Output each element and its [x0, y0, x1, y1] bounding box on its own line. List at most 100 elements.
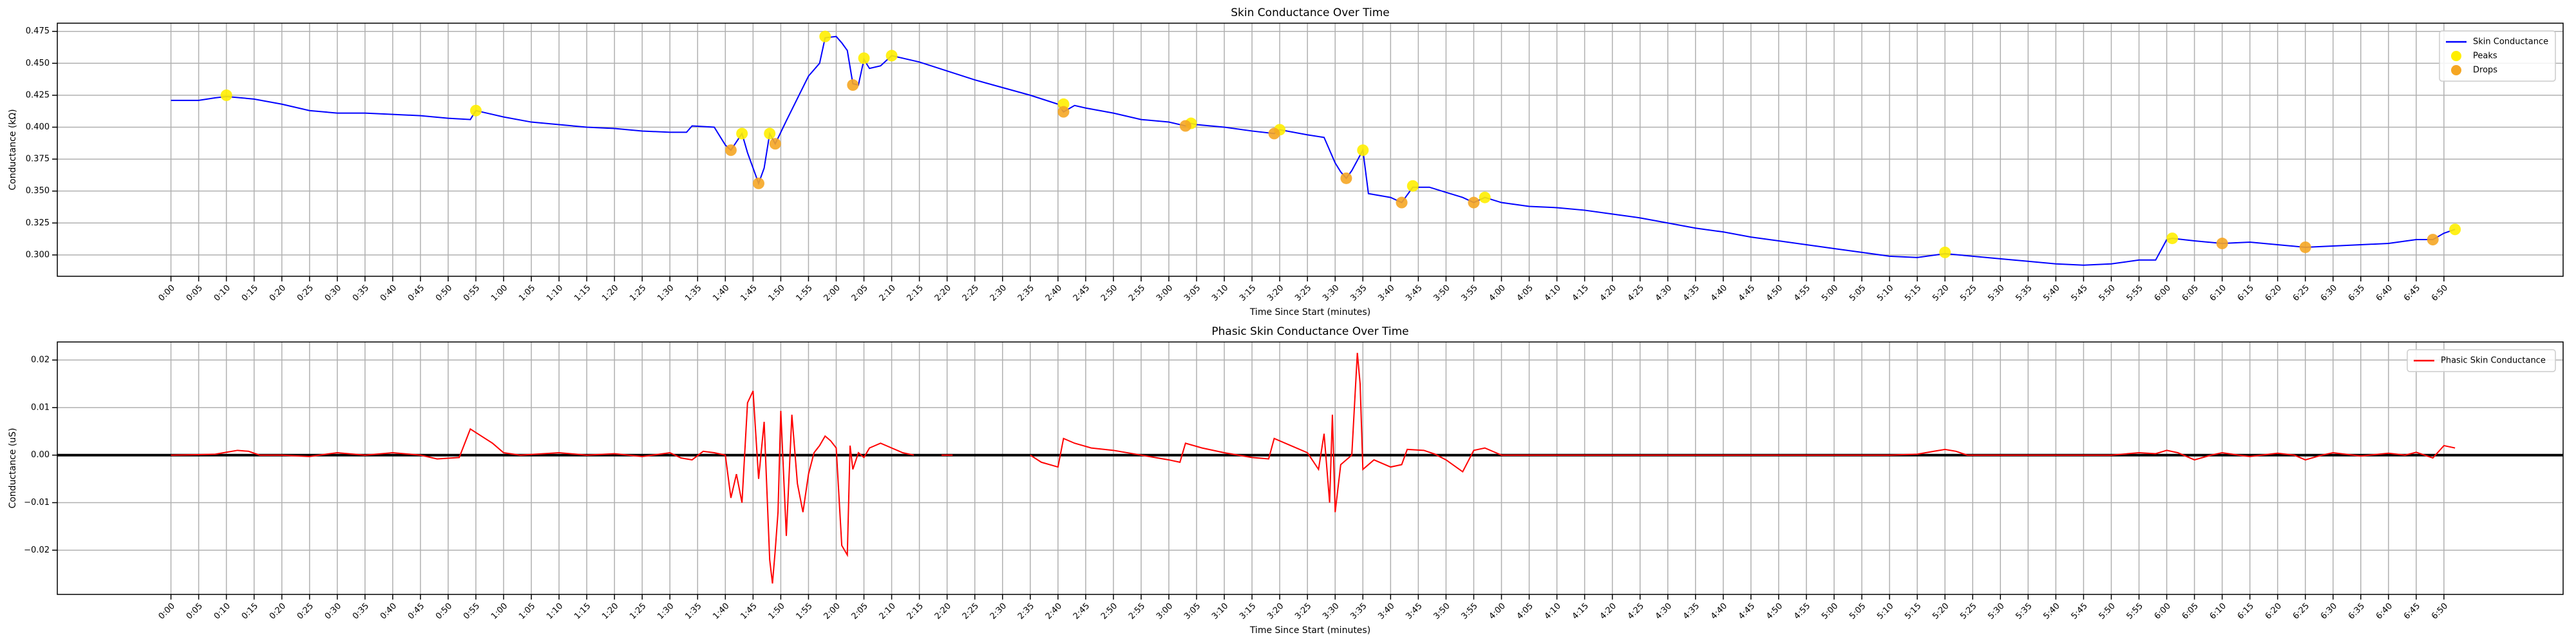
x-tick-label: 5:55: [2125, 283, 2145, 303]
x-tick-label: 6:10: [2208, 601, 2228, 621]
x-tick-label: 5:25: [1958, 283, 1978, 303]
x-tick-label: 6:35: [2347, 601, 2367, 621]
x-tick-label: 0:45: [406, 601, 426, 621]
x-tick-label: 5:00: [1820, 283, 1840, 303]
x-tick-label: 3:25: [1293, 283, 1313, 303]
y-tick-label: 0.00: [31, 450, 50, 460]
x-tick-label: 1:55: [794, 283, 814, 303]
x-tick-label: 0:05: [185, 601, 205, 621]
x-tick-label: 3:50: [1432, 283, 1452, 303]
legend-marker: [2451, 51, 2461, 61]
x-tick-label: 3:05: [1182, 601, 1202, 621]
x-tick-label: 1:20: [600, 601, 620, 621]
x-tick-label: 5:20: [1931, 601, 1951, 621]
x-tick-label: 1:10: [545, 283, 565, 303]
x-tick-label: 2:15: [905, 601, 925, 621]
x-tick-label: 6:15: [2236, 601, 2256, 621]
x-tick-label: 4:25: [1626, 283, 1646, 303]
x-tick-label: 5:30: [1986, 283, 2006, 303]
x-tick-label: 5:15: [1903, 601, 1923, 621]
x-tick-label: 1:35: [683, 601, 703, 621]
x-tick-label: 0:15: [240, 601, 260, 621]
x-tick-label: 4:45: [1737, 283, 1757, 303]
x-tick-label: 5:45: [2069, 283, 2089, 303]
x-tick-label: 6:15: [2236, 283, 2256, 303]
x-tick-label: 1:00: [489, 283, 509, 303]
plot: 0:00 0:05 0:10 0:15 0:20 0:25 0:30 0:35 0:40 0:45…: [8, 6, 2564, 317]
x-tick-label: 2:35: [1016, 601, 1036, 621]
x-tick-label: 5:10: [1875, 283, 1895, 303]
x-tick-label: 3:00: [1155, 601, 1175, 621]
x-tick-label: 2:25: [961, 283, 981, 303]
x-tick-label: 0:10: [213, 283, 232, 303]
data-point: [2427, 234, 2439, 246]
x-tick-label: 6:30: [2319, 601, 2339, 621]
x-tick-label: 0:20: [268, 283, 288, 303]
legend-label: Peaks: [2473, 52, 2497, 61]
plot: 0:00 0:05 0:10 0:15 0:20 0:25 0:30 0:35 0:40 0:45…: [8, 325, 2564, 636]
data-point: [469, 104, 482, 117]
x-tick-label: 3:15: [1238, 601, 1258, 621]
y-tick-label: 0.325: [26, 218, 50, 228]
data-point: [769, 138, 781, 150]
x-tick-label: 5:15: [1903, 283, 1923, 303]
x-tick-label: 0:25: [296, 283, 316, 303]
legend-box: [2407, 349, 2556, 372]
data-point: [2449, 223, 2461, 236]
x-tick-label: 6:25: [2291, 601, 2311, 621]
x-tick-label: 5:10: [1875, 601, 1895, 621]
data-point: [1357, 144, 1369, 156]
x-tick-label: 4:05: [1515, 601, 1535, 621]
x-tick-label: 3:50: [1432, 601, 1452, 621]
x-axis-label: Time Since Start (minutes): [1249, 307, 1370, 317]
x-tick-label: 3:30: [1321, 283, 1341, 303]
legend: Phasic Skin Conductance: [2407, 349, 2556, 372]
x-tick-label: 4:15: [1571, 601, 1591, 621]
x-tick-label: 2:05: [850, 283, 870, 303]
x-tick-label: 5:05: [1848, 283, 1868, 303]
data-point: [1179, 120, 1191, 132]
legend-label: Phasic Skin Conductance: [2441, 356, 2546, 366]
x-tick-label: 3:35: [1349, 601, 1368, 621]
x-tick-label: 2:50: [1099, 601, 1119, 621]
x-tick-label: 1:05: [517, 601, 537, 621]
x-tick-label: 1:15: [573, 601, 592, 621]
x-tick-label: 3:00: [1155, 283, 1175, 303]
data-point: [1268, 128, 1280, 140]
data-point: [858, 52, 870, 64]
plot-frame: [57, 23, 2564, 277]
x-tick-label: 4:10: [1543, 283, 1563, 303]
x-tick-label: 3:05: [1182, 283, 1202, 303]
x-tick-label: 1:45: [739, 283, 759, 303]
x-tick-label: 6:25: [2291, 283, 2311, 303]
x-tick-label: 5:45: [2069, 601, 2089, 621]
x-tick-label: 4:00: [1488, 601, 1508, 621]
x-tick-label: 5:55: [2125, 601, 2145, 621]
plot-area: [57, 23, 2563, 276]
x-tick-label: 3:30: [1321, 601, 1341, 621]
x-tick-label: 0:00: [157, 601, 177, 621]
x-tick-label: 4:35: [1681, 601, 1701, 621]
x-tick-label: 1:00: [489, 601, 509, 621]
x-tick-label: 5:00: [1820, 601, 1840, 621]
x-tick-label: 2:50: [1099, 283, 1119, 303]
data-point: [752, 177, 764, 189]
x-tick-label: 4:55: [1792, 601, 1812, 621]
y-tick-label: 0.400: [26, 122, 50, 132]
data-point: [1340, 172, 1352, 184]
legend: Skin Conductance Peaks Drops: [2439, 30, 2556, 82]
x-tick-label: 4:05: [1515, 283, 1535, 303]
chart-title: Skin Conductance Over Time: [1231, 6, 1389, 19]
x-tick-label: 3:45: [1404, 283, 1424, 303]
data-point: [2299, 241, 2311, 253]
x-tick-label: 2:20: [933, 601, 953, 621]
x-tick-label: 4:50: [1765, 283, 1785, 303]
data-line: [171, 390, 914, 584]
x-tick-label: 0:30: [323, 601, 343, 621]
x-tick-label: 4:40: [1709, 601, 1729, 621]
x-tick-label: 1:35: [683, 283, 703, 303]
legend-label: Skin Conductance: [2473, 37, 2548, 47]
x-tick-label: 4:25: [1626, 601, 1646, 621]
x-tick-label: 4:35: [1681, 283, 1701, 303]
x-tick-label: 2:45: [1072, 601, 1092, 621]
